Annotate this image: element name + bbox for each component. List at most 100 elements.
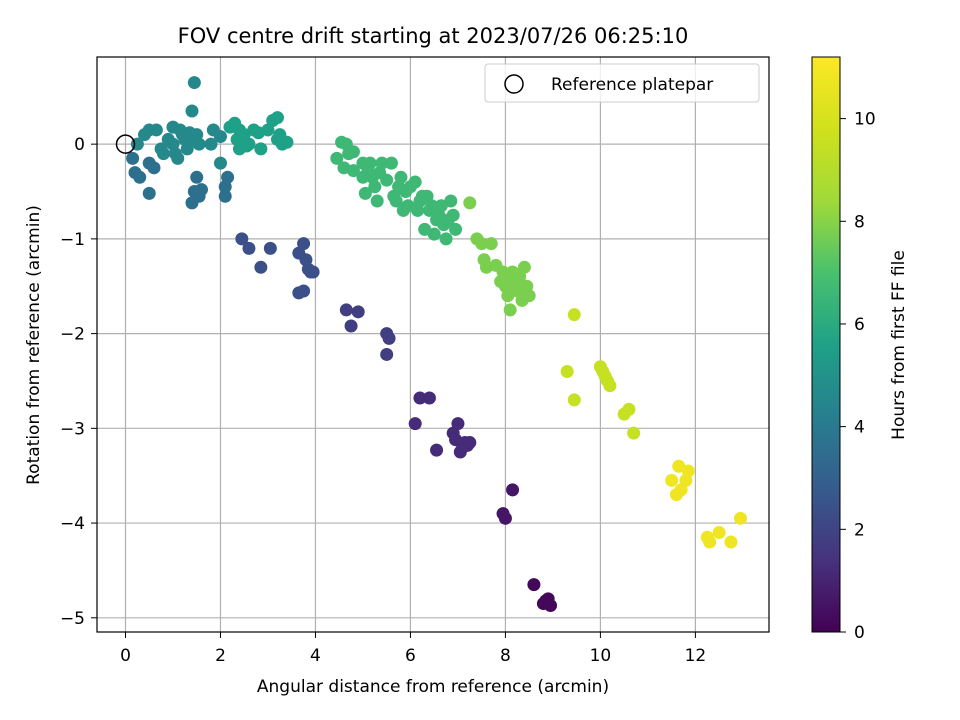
data-point [475, 237, 489, 251]
plot-frame [96, 56, 770, 633]
x-tick-label: 6 [405, 646, 416, 666]
data-point [665, 473, 679, 487]
data-point [190, 170, 204, 184]
data-point [451, 417, 465, 431]
data-point [427, 227, 441, 241]
data-point [235, 232, 249, 246]
data-point [463, 436, 477, 450]
data-point [560, 364, 574, 378]
data-point [380, 173, 394, 187]
colorbar-tick-label: 4 [854, 418, 865, 438]
colorbar: 0 2 4 6 8 10 Hours from first FF file [811, 56, 909, 643]
data-point [147, 161, 161, 175]
data-point [681, 464, 695, 478]
y-tick-label: −3 [60, 419, 85, 439]
data-point [187, 76, 201, 90]
data-point [221, 170, 235, 184]
data-point [724, 535, 738, 549]
data-point [484, 237, 498, 251]
data-point [149, 123, 163, 137]
y-axis-ticks: 0 −1 −2 −3 −4 −5 [60, 135, 97, 629]
y-tick-label: −5 [60, 609, 85, 629]
data-point [185, 104, 199, 118]
data-point [358, 186, 372, 200]
colorbar-tick-label: 10 [854, 110, 876, 130]
data-point [254, 260, 268, 274]
data-point [270, 111, 284, 125]
colorbar-tick-label: 2 [854, 520, 865, 540]
y-tick-label: −2 [60, 325, 85, 345]
data-point [498, 511, 512, 525]
data-point [242, 241, 256, 255]
data-point [346, 164, 360, 178]
y-tick-label: −4 [60, 514, 85, 534]
data-point [408, 417, 422, 431]
data-point [194, 183, 208, 197]
data-point [567, 308, 581, 322]
x-tick-label: 4 [310, 646, 321, 666]
data-point [368, 180, 382, 194]
data-point [703, 535, 717, 549]
data-point [444, 194, 458, 208]
data-point [389, 194, 403, 208]
data-point [603, 379, 617, 393]
data-point [517, 260, 531, 274]
data-point [263, 241, 277, 255]
data-points [126, 76, 748, 612]
data-point [133, 170, 147, 184]
colorbar-tick-label: 8 [854, 212, 865, 232]
x-tick-label: 0 [120, 646, 131, 666]
x-tick-label: 8 [500, 646, 511, 666]
x-tick-label: 12 [685, 646, 707, 666]
x-axis-ticks: 0 2 4 6 8 10 12 [120, 632, 706, 666]
data-point [627, 426, 641, 440]
colorbar-tick-label: 6 [854, 315, 865, 335]
data-point [156, 147, 170, 161]
grid [97, 57, 769, 632]
data-point [712, 526, 726, 540]
data-point [254, 142, 268, 156]
legend-box [484, 63, 760, 103]
data-point [384, 156, 398, 170]
data-point [126, 151, 140, 165]
data-point [463, 196, 477, 210]
legend-label: Reference platepar [551, 75, 713, 95]
data-point [734, 511, 748, 525]
data-point [142, 186, 156, 200]
y-tick-label: 0 [74, 135, 85, 155]
data-point [351, 305, 365, 319]
x-axis-label: Angular distance from reference (arcmin) [257, 677, 609, 697]
data-point [171, 151, 185, 165]
x-tick-label: 2 [215, 646, 226, 666]
data-point [439, 232, 453, 246]
data-point [330, 151, 344, 165]
data-point [527, 578, 541, 592]
data-point [522, 289, 536, 303]
data-point [297, 284, 311, 298]
data-point [306, 265, 320, 279]
data-point [213, 130, 227, 144]
data-point [496, 265, 510, 279]
colorbar-label: Hours from first FF file [889, 250, 909, 440]
legend: Reference platepar [484, 63, 760, 103]
data-point [213, 156, 227, 170]
data-point [622, 402, 636, 416]
data-point [280, 135, 294, 149]
data-point [503, 303, 517, 317]
colorbar-gradient [811, 56, 841, 633]
data-point [449, 222, 463, 236]
y-tick-label: −1 [60, 230, 85, 250]
data-point [382, 331, 396, 345]
colorbar-tick-label: 0 [854, 623, 865, 643]
data-point [430, 443, 444, 457]
data-point [394, 170, 408, 184]
data-point [344, 319, 358, 333]
data-point [375, 156, 389, 170]
data-point [297, 237, 311, 251]
chart-title: FOV centre drift starting at 2023/07/26 … [178, 24, 689, 48]
data-point [346, 145, 360, 159]
data-point [506, 483, 520, 497]
data-point [544, 598, 558, 612]
data-point [242, 137, 256, 151]
